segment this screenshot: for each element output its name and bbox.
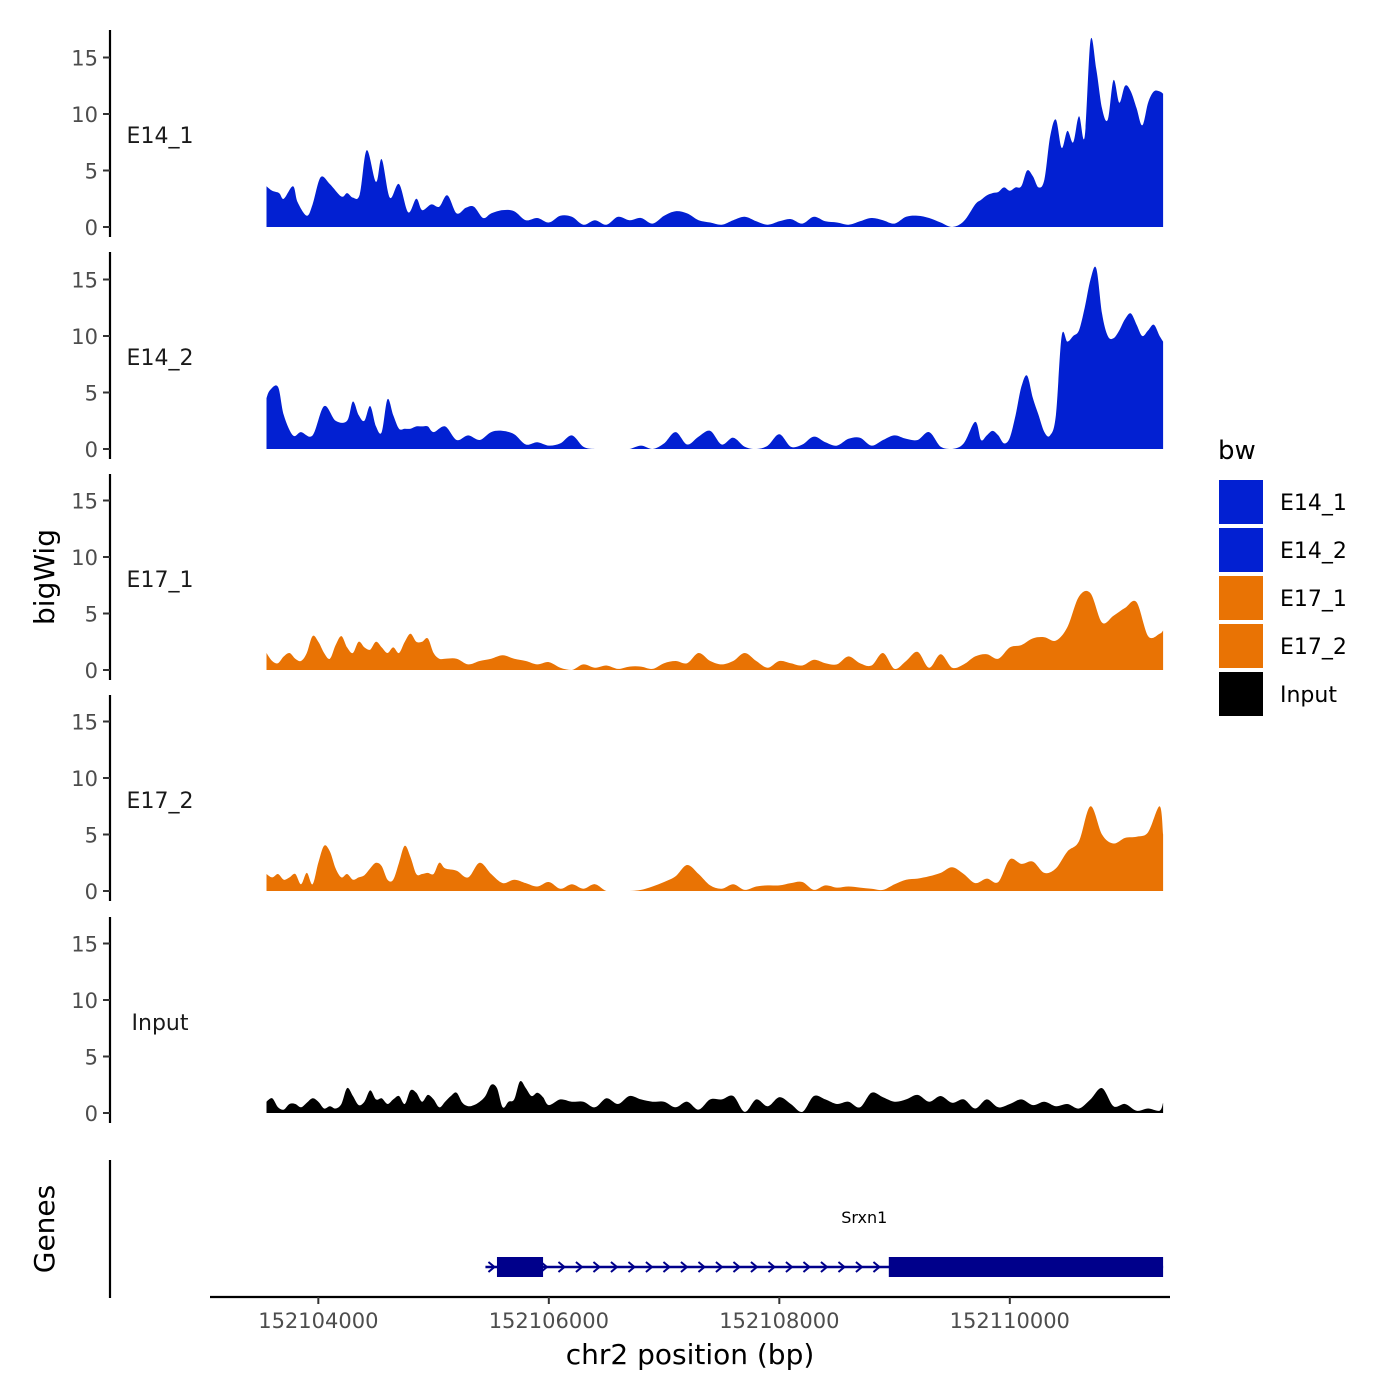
y-tick-label: 0	[85, 880, 98, 904]
track-panel-E17_2: 0 5 10 15 E17_2	[71, 695, 1164, 904]
x-tick-label: 152106000	[489, 1309, 609, 1333]
legend-label: Input	[1280, 683, 1337, 708]
y-tick-label: 0	[85, 659, 98, 683]
strand-arrow	[855, 1261, 864, 1273]
legend-label: E17_2	[1280, 635, 1347, 660]
x-axis-title: chr2 position (bp)	[566, 1338, 815, 1371]
x-axis: 152104000 152106000 152108000 152110000	[210, 1295, 1170, 1333]
signal-area-E17_2	[266, 806, 1164, 891]
signal-area-E14_2	[266, 266, 1164, 449]
gene-exon	[888, 1257, 1164, 1277]
legend-swatch	[1219, 528, 1263, 572]
gene-Srxn1: Srxn1	[485, 1208, 1164, 1277]
track-panel-E17_1: 0 5 10 15 E17_1	[71, 474, 1164, 683]
y-tick-label: 15	[71, 933, 98, 957]
strand-arrow	[592, 1261, 602, 1273]
track-panel-E14_2: 0 5 10 15 E14_2	[71, 252, 1164, 462]
gene-label: Srxn1	[841, 1208, 887, 1227]
y-tick-label: 5	[85, 603, 98, 627]
genes-track: Srxn1	[108, 1160, 1164, 1298]
gene-exon	[496, 1257, 544, 1277]
strand-arrow	[697, 1261, 707, 1273]
y-tick-label: 15	[71, 711, 98, 735]
x-tick-label: 152108000	[719, 1309, 839, 1333]
strand-arrow	[662, 1261, 672, 1273]
strand-arrow	[750, 1261, 759, 1273]
legend-entry-E17_2: E17_2	[1219, 624, 1347, 668]
strand-arrow	[820, 1261, 829, 1273]
legend-entry-Input: Input	[1219, 672, 1337, 716]
strand-arrow	[627, 1261, 637, 1273]
y-tick-label: 5	[85, 160, 98, 184]
y-tick-label: 5	[85, 1046, 98, 1070]
track-panel-E14_1: 0 5 10 15 E14_1	[71, 30, 1164, 240]
y-tick-label: 0	[85, 438, 98, 462]
x-tick-label: 152110000	[950, 1309, 1070, 1333]
panel-label-E17_2: E17_2	[127, 789, 194, 814]
legend-label: E14_2	[1280, 539, 1347, 564]
strand-arrow	[837, 1261, 847, 1273]
strand-arrow	[610, 1261, 619, 1273]
strand-arrow	[575, 1261, 584, 1273]
strand-arrow	[487, 1261, 497, 1273]
y-tick-label: 10	[71, 767, 98, 791]
legend-swatch	[1219, 624, 1263, 668]
strand-arrow	[732, 1261, 742, 1273]
y-tick-label: 10	[71, 546, 98, 570]
y-tick-label: 15	[71, 490, 98, 514]
strand-arrow	[872, 1261, 882, 1273]
legend-entry-E17_1: E17_1	[1219, 576, 1347, 620]
legend-label: E14_1	[1280, 491, 1347, 516]
signal-area-Input	[266, 1081, 1164, 1113]
y-tick-label: 10	[71, 103, 98, 127]
track-panel-Input: 0 5 10 15 Input	[71, 917, 1164, 1126]
legend-swatch	[1219, 480, 1263, 524]
y-axis-title: bigWig	[28, 529, 61, 625]
track-panels: 0 5 10 15 E14_1 0 5 10 15 E14_2 0 5 10 15 E17_1 0 5 10 15 E…	[71, 30, 1164, 1126]
y-tick-label: 15	[71, 47, 98, 71]
strand-arrow	[557, 1261, 567, 1273]
y-tick-label: 0	[85, 216, 98, 240]
strand-arrow	[767, 1261, 777, 1273]
y-tick-label: 15	[71, 269, 98, 293]
legend: bw E14_1 E14_2 E17_1 E17_2 Input	[1218, 436, 1347, 716]
strand-arrow	[680, 1261, 689, 1273]
y-tick-label: 5	[85, 824, 98, 848]
x-tick-label: 152104000	[258, 1309, 378, 1333]
strand-arrow	[715, 1261, 724, 1273]
y-tick-label: 0	[85, 1102, 98, 1126]
legend-swatch	[1219, 672, 1263, 716]
signal-area-E14_1	[266, 37, 1164, 227]
strand-arrow	[802, 1261, 812, 1273]
legend-swatch	[1219, 576, 1263, 620]
y-tick-label: 10	[71, 325, 98, 349]
strand-arrow	[785, 1261, 794, 1273]
panel-label-E17_1: E17_1	[127, 568, 194, 593]
y-tick-label: 5	[85, 382, 98, 406]
panel-label-Input: Input	[132, 1011, 189, 1036]
y-tick-label: 10	[71, 989, 98, 1013]
legend-label: E17_1	[1280, 587, 1347, 612]
genes-axis-title: Genes	[28, 1185, 61, 1273]
legend-entries: E14_1 E14_2 E17_1 E17_2 Input	[1219, 480, 1347, 716]
panel-label-E14_1: E14_1	[127, 124, 194, 149]
legend-title: bw	[1218, 436, 1256, 466]
legend-entry-E14_1: E14_1	[1219, 480, 1347, 524]
signal-area-E17_1	[266, 590, 1164, 670]
strand-arrow	[645, 1261, 654, 1273]
legend-entry-E14_2: E14_2	[1219, 528, 1347, 572]
panel-label-E14_2: E14_2	[127, 346, 194, 371]
